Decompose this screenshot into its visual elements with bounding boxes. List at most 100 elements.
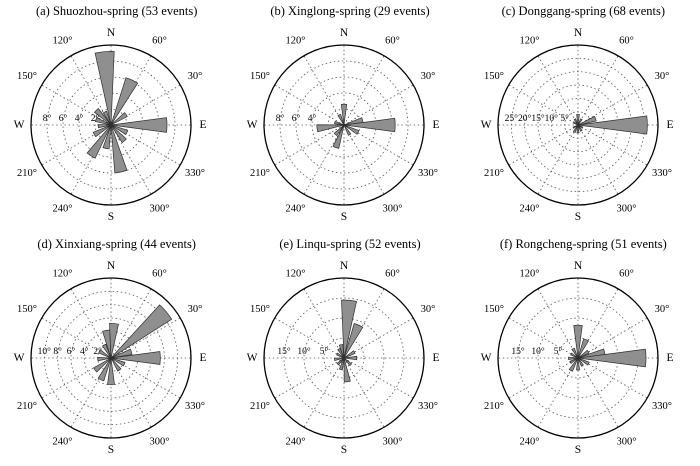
chart-title: (a) Shuozhou-spring (53 events) (35, 4, 198, 18)
svg-text:330°: 330° (419, 401, 439, 412)
svg-text:60°: 60° (386, 269, 401, 280)
svg-text:210°: 210° (251, 168, 271, 179)
svg-text:8°: 8° (43, 113, 52, 124)
svg-text:W: W (480, 119, 491, 131)
svg-text:60°: 60° (619, 36, 634, 47)
svg-text:240°: 240° (53, 437, 73, 448)
svg-text:S: S (108, 444, 114, 456)
svg-text:330°: 330° (419, 168, 439, 179)
svg-text:30°: 30° (188, 304, 203, 315)
svg-text:10°: 10° (298, 346, 312, 357)
svg-text:S: S (575, 211, 581, 223)
svg-text:6°: 6° (67, 346, 76, 357)
rose-chart-cell-e: (e) Linqu-spring (52 events) N E S W 30° 60° 1… (233, 233, 466, 466)
svg-text:W: W (14, 352, 25, 364)
svg-text:120°: 120° (519, 269, 539, 280)
svg-text:20°: 20° (518, 113, 532, 124)
svg-text:120°: 120° (286, 36, 306, 47)
svg-text:E: E (666, 119, 673, 131)
svg-text:300°: 300° (150, 437, 170, 448)
svg-text:300°: 300° (383, 204, 403, 215)
svg-text:240°: 240° (519, 204, 539, 215)
svg-text:330°: 330° (652, 401, 672, 412)
svg-text:60°: 60° (619, 269, 634, 280)
rose-chart-cell-c: (c) Donggang-spring (68 events) N E S W 30° 6… (467, 0, 700, 233)
svg-text:210°: 210° (484, 168, 504, 179)
svg-text:30°: 30° (654, 304, 669, 315)
svg-text:210°: 210° (17, 168, 37, 179)
svg-text:150°: 150° (251, 304, 271, 315)
rose-plot-b: N E S W 30° 60° 120° 150° 210° 240° 300° 330° 4° 6° 8° (247, 27, 440, 223)
svg-text:330°: 330° (185, 168, 205, 179)
chart-title: (f) Rongcheng-spring (51 events) (499, 237, 667, 251)
svg-text:120°: 120° (53, 36, 73, 47)
svg-text:15°: 15° (531, 113, 545, 124)
svg-text:330°: 330° (185, 401, 205, 412)
svg-text:240°: 240° (519, 437, 539, 448)
rose-plot-f: N E S W 30° 60° 120° 150° 210° 240° 300° 330° 5° 10° 1… (480, 260, 673, 456)
svg-text:10°: 10° (38, 346, 52, 357)
svg-text:150°: 150° (484, 304, 504, 315)
svg-text:S: S (341, 211, 347, 223)
rose-chart-cell-f: (f) Rongcheng-spring (51 events) N E S W 30°… (467, 233, 700, 466)
svg-text:8°: 8° (276, 113, 285, 124)
svg-text:8°: 8° (54, 346, 63, 357)
rose-chart-cell-b: (b) Xinglong-spring (29 events) N E S W 30° 6… (233, 0, 466, 233)
svg-text:N: N (574, 260, 583, 272)
svg-text:10°: 10° (531, 346, 545, 357)
svg-text:5°: 5° (320, 346, 329, 357)
svg-text:60°: 60° (386, 36, 401, 47)
svg-text:W: W (247, 352, 258, 364)
svg-text:S: S (575, 444, 581, 456)
svg-text:150°: 150° (17, 71, 37, 82)
svg-text:15°: 15° (278, 346, 292, 357)
svg-text:210°: 210° (484, 401, 504, 412)
svg-text:150°: 150° (484, 71, 504, 82)
rose-plot-a: N E S W 30° 60° 120° 150° 210° 240° 300° 330° 2° 4° 6°… (14, 27, 207, 223)
svg-text:6°: 6° (292, 113, 301, 124)
svg-text:5°: 5° (554, 346, 563, 357)
svg-text:240°: 240° (286, 204, 306, 215)
chart-title: (c) Donggang-spring (68 events) (501, 4, 666, 18)
rose-plot-c: N E S W 30° 60° 120° 150° 210° 240° 300° 330° 5°10°1… (480, 27, 673, 223)
svg-text:120°: 120° (286, 269, 306, 280)
svg-text:6°: 6° (59, 113, 68, 124)
svg-text:60°: 60° (152, 36, 167, 47)
svg-text:S: S (341, 444, 347, 456)
svg-text:240°: 240° (53, 204, 73, 215)
svg-text:N: N (340, 27, 349, 39)
svg-text:E: E (200, 119, 207, 131)
chart-title: (e) Linqu-spring (52 events) (279, 237, 421, 251)
svg-text:4°: 4° (80, 346, 89, 357)
svg-text:W: W (480, 352, 491, 364)
svg-text:330°: 330° (652, 168, 672, 179)
svg-text:30°: 30° (188, 71, 203, 82)
svg-text:E: E (666, 352, 673, 364)
svg-text:150°: 150° (251, 71, 271, 82)
svg-text:300°: 300° (616, 437, 636, 448)
svg-text:2°: 2° (91, 113, 100, 124)
svg-text:N: N (574, 27, 583, 39)
svg-text:10°: 10° (544, 113, 558, 124)
svg-text:2°: 2° (94, 346, 103, 357)
svg-text:300°: 300° (616, 204, 636, 215)
svg-text:E: E (200, 352, 207, 364)
svg-text:210°: 210° (251, 401, 271, 412)
svg-text:30°: 30° (421, 304, 436, 315)
svg-text:W: W (247, 119, 258, 131)
svg-text:120°: 120° (519, 36, 539, 47)
svg-text:N: N (107, 260, 116, 272)
svg-text:60°: 60° (152, 269, 167, 280)
svg-text:4°: 4° (75, 113, 84, 124)
svg-text:N: N (107, 27, 116, 39)
svg-text:25°: 25° (504, 113, 518, 124)
svg-text:30°: 30° (421, 71, 436, 82)
chart-title: (d) Xinxiang-spring (44 events) (37, 237, 196, 251)
svg-text:N: N (340, 260, 349, 272)
svg-text:120°: 120° (53, 269, 73, 280)
svg-text:15°: 15° (511, 346, 525, 357)
rose-plot-d: N E S W 30° 60° 120° 150° 210° 240° 300° 330° 2° 4° 6°… (14, 260, 207, 456)
svg-text:300°: 300° (383, 437, 403, 448)
svg-text:30°: 30° (654, 71, 669, 82)
